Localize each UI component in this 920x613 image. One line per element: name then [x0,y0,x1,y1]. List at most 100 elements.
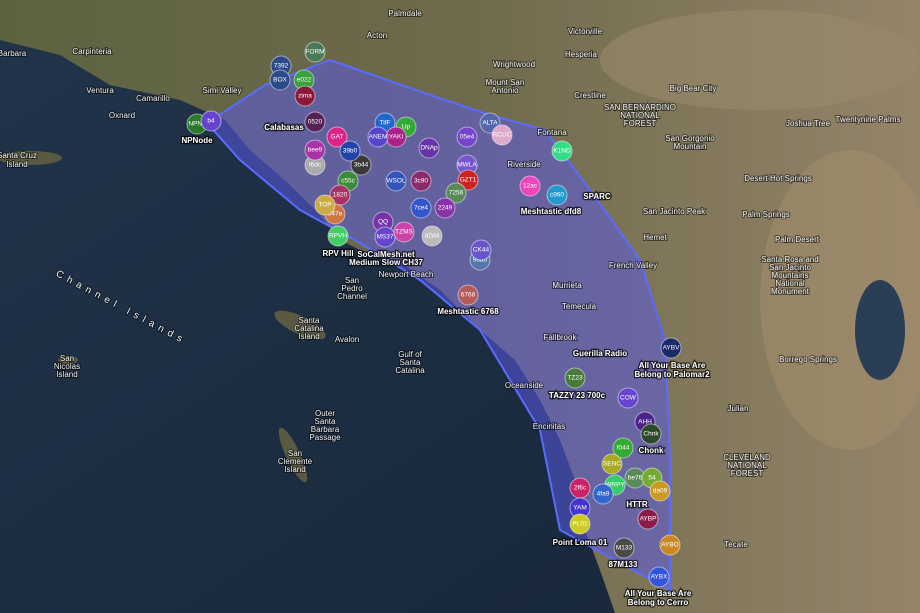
node-label: Chnk [643,431,659,438]
node[interactable]: FORM [304,41,326,63]
node[interactable]: 2f6c [569,477,591,499]
node-marker[interactable] [648,566,670,588]
node-marker[interactable] [551,140,573,162]
node[interactable]: YAKI [385,126,407,148]
node[interactable]: c960 [546,184,568,206]
node[interactable]: Chnk [640,423,662,445]
node[interactable]: f044 [612,437,634,459]
node[interactable]: AYBP [637,508,659,530]
node-marker[interactable] [294,85,316,107]
node[interactable]: d2d4 [421,225,443,247]
node-label: MWLA [457,162,477,169]
node[interactable]: b4 [200,110,222,132]
node-marker[interactable] [592,483,614,505]
node-marker[interactable] [457,169,479,191]
place-label: Desert Hot Springs [744,174,812,183]
node-marker[interactable] [421,225,443,247]
node[interactable]: AYBV [660,337,682,359]
node-marker[interactable] [385,170,407,192]
node-label: WRPY [605,482,625,489]
node-caption: Belong to Palomar2 [634,370,710,379]
node[interactable]: AYBO [659,534,681,556]
node-label: c960 [550,192,564,199]
node-marker[interactable] [304,41,326,63]
node-marker[interactable] [649,480,671,502]
node-marker[interactable] [660,337,682,359]
node[interactable]: 0520 [304,111,326,133]
node-marker[interactable] [491,124,513,146]
node-marker[interactable] [470,239,492,261]
node-marker[interactable] [564,367,586,389]
node-marker[interactable] [612,437,634,459]
node-marker[interactable] [637,508,659,530]
node-marker[interactable] [640,423,662,445]
node[interactable]: DNAp [418,137,440,159]
node-marker[interactable] [569,513,591,535]
node-marker[interactable] [304,139,326,161]
node[interactable]: RCUC [491,124,513,146]
node-marker[interactable] [327,225,349,247]
node[interactable]: SENC [601,453,623,475]
node-marker[interactable] [546,184,568,206]
node-marker[interactable] [456,126,478,148]
node-marker[interactable] [314,194,336,216]
node-marker[interactable] [457,284,479,306]
node[interactable]: da09 [649,480,671,502]
node[interactable]: GAT [326,126,348,148]
node-marker[interactable] [200,110,222,132]
salton-sea [855,280,905,380]
node-marker[interactable] [418,137,440,159]
node-label: 6768 [461,292,476,299]
node-label: TZ23 [567,375,583,382]
node[interactable]: GZT1 [457,169,479,191]
node[interactable]: ANEM [367,126,389,148]
place-label: Santa Rosa and [761,255,818,264]
node[interactable]: bee9 [304,139,326,161]
node-marker[interactable] [519,175,541,197]
node[interactable]: M133 [613,537,635,559]
node-marker[interactable] [339,140,361,162]
node-marker[interactable] [350,154,372,176]
place-label: Island [284,465,305,474]
node-marker[interactable] [393,221,415,243]
node[interactable]: 3c90 [410,170,432,192]
node[interactable]: WSOL [385,170,407,192]
node-marker[interactable] [601,453,623,475]
node-marker[interactable] [613,537,635,559]
node-marker[interactable] [304,111,326,133]
node[interactable]: 2249 [434,197,456,219]
node[interactable]: 6768 [457,284,479,306]
node[interactable]: 05e4 [456,126,478,148]
place-label: Barbara [0,49,27,58]
node[interactable]: TOP [314,194,336,216]
node[interactable]: zima [294,85,316,107]
node-marker[interactable] [410,170,432,192]
node[interactable]: COW [617,387,639,409]
node[interactable]: TZ23 [564,367,586,389]
node-marker[interactable] [617,387,639,409]
node[interactable]: 7256 [445,182,467,204]
node[interactable]: RPVH [327,225,349,247]
node-marker[interactable] [445,182,467,204]
node[interactable]: BOX [269,69,291,91]
node[interactable]: 4fa9 [592,483,614,505]
node[interactable]: K1ND [551,140,573,162]
node[interactable]: TZMS [393,221,415,243]
node[interactable]: 7ce4 [410,197,432,219]
node[interactable]: CK44 [470,239,492,261]
place-label: Big Bear City [670,84,717,93]
node-marker[interactable] [367,126,389,148]
node[interactable]: 39b0 [339,140,361,162]
node-marker[interactable] [269,69,291,91]
place-label: Island [6,160,27,169]
node[interactable]: PL01 [569,513,591,535]
node-marker[interactable] [659,534,681,556]
node-marker[interactable] [326,126,348,148]
node[interactable]: AYBX [648,566,670,588]
node[interactable]: 3b44 [350,154,372,176]
node[interactable]: MS37 [374,226,396,248]
node-marker[interactable] [410,197,432,219]
node-marker[interactable] [434,197,456,219]
node-caption: NPNode [181,136,213,145]
node[interactable]: 12ac [519,175,541,197]
